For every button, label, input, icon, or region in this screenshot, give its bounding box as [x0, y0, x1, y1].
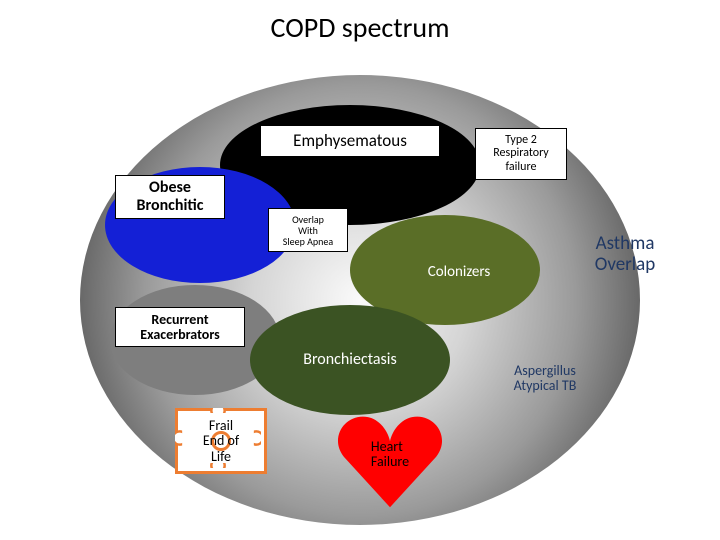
asthma-text: AsthmaOverlap	[570, 230, 680, 280]
emphysematous-label: Emphysematous	[260, 125, 440, 157]
asthma-text-span: AsthmaOverlap	[595, 234, 656, 276]
heart-shape: HeartFailure	[335, 410, 445, 510]
aspergillus-text: AspergillusAtypical TB	[485, 358, 605, 398]
overlap-sleep-text: OverlapWithSleep Apnea	[283, 214, 333, 247]
recurrent-label: RecurrentExacerbrators	[115, 307, 245, 347]
frail-text: FrailEnd ofLife	[203, 418, 239, 464]
heart-text: HeartFailure	[335, 404, 445, 504]
obese-text: ObeseBronchitic	[137, 179, 204, 214]
bronchiectasis-text: Bronchiectasis	[303, 351, 396, 369]
bronchiectasis-ellipse: Bronchiectasis	[250, 305, 450, 415]
recurrent-text: RecurrentExacerbrators	[140, 312, 219, 343]
type2-text: Type 2Respiratoryfailure	[493, 134, 549, 174]
obese-label: ObeseBronchitic	[115, 175, 225, 219]
frail-box: FrailEnd ofLife	[175, 408, 267, 474]
colonizers-text: Colonizers	[428, 264, 490, 281]
emphysematous-text: Emphysematous	[293, 132, 407, 151]
aspergillus-text-span: AspergillusAtypical TB	[514, 363, 577, 394]
overlap-sleep-label: OverlapWithSleep Apnea	[268, 208, 348, 252]
type2-label: Type 2Respiratoryfailure	[475, 128, 567, 180]
page-title: COPD spectrum	[0, 10, 720, 45]
